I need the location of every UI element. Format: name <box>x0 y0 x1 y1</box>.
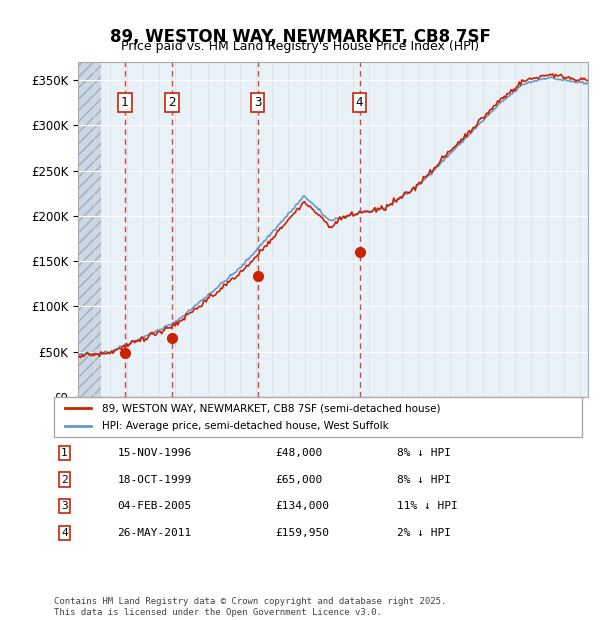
Text: 2% ↓ HPI: 2% ↓ HPI <box>397 528 451 538</box>
Text: 4: 4 <box>356 95 364 108</box>
Text: £48,000: £48,000 <box>276 448 323 458</box>
Text: Price paid vs. HM Land Registry's House Price Index (HPI): Price paid vs. HM Land Registry's House … <box>121 40 479 53</box>
FancyBboxPatch shape <box>54 397 582 437</box>
FancyBboxPatch shape <box>78 62 101 397</box>
Text: 89, WESTON WAY, NEWMARKET, CB8 7SF (semi-detached house): 89, WESTON WAY, NEWMARKET, CB8 7SF (semi… <box>101 403 440 413</box>
Text: 2: 2 <box>61 474 68 485</box>
Text: £134,000: £134,000 <box>276 501 330 511</box>
Text: £159,950: £159,950 <box>276 528 330 538</box>
Text: 04-FEB-2005: 04-FEB-2005 <box>118 501 191 511</box>
Text: 8% ↓ HPI: 8% ↓ HPI <box>397 474 451 485</box>
Text: 8% ↓ HPI: 8% ↓ HPI <box>397 448 451 458</box>
Text: 4: 4 <box>61 528 68 538</box>
Text: 1: 1 <box>61 448 68 458</box>
Text: 3: 3 <box>61 501 68 511</box>
Text: 18-OCT-1999: 18-OCT-1999 <box>118 474 191 485</box>
Text: 15-NOV-1996: 15-NOV-1996 <box>118 448 191 458</box>
Text: 3: 3 <box>254 95 262 108</box>
Text: HPI: Average price, semi-detached house, West Suffolk: HPI: Average price, semi-detached house,… <box>101 421 388 431</box>
Text: Contains HM Land Registry data © Crown copyright and database right 2025.
This d: Contains HM Land Registry data © Crown c… <box>54 598 446 617</box>
Text: 26-MAY-2011: 26-MAY-2011 <box>118 528 191 538</box>
Text: 89, WESTON WAY, NEWMARKET, CB8 7SF: 89, WESTON WAY, NEWMARKET, CB8 7SF <box>110 28 490 46</box>
Text: 2: 2 <box>168 95 175 108</box>
Text: £65,000: £65,000 <box>276 474 323 485</box>
Text: 11% ↓ HPI: 11% ↓ HPI <box>397 501 458 511</box>
Text: 1: 1 <box>121 95 128 108</box>
